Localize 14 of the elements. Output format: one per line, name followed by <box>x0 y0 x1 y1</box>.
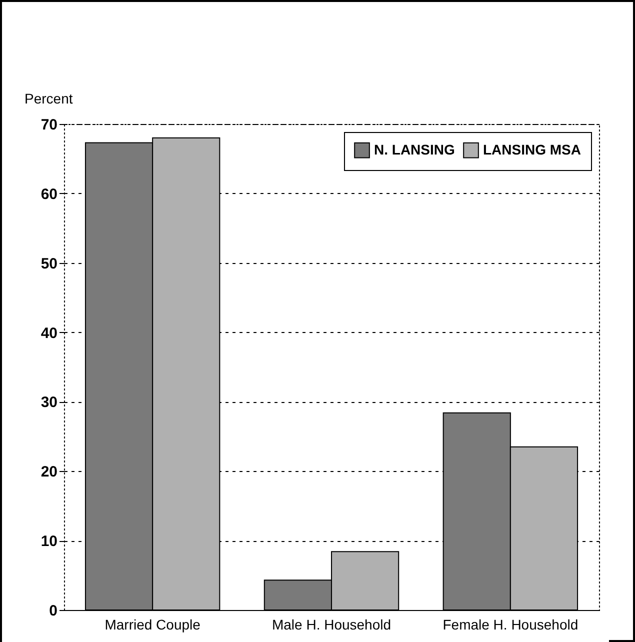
y-tick-label: 60 <box>40 186 58 203</box>
y-tick-label: 50 <box>40 255 58 272</box>
x-tick-label: Married Couple <box>104 616 201 632</box>
y-tick-label: 20 <box>40 464 58 481</box>
legend-label: LANSING MSA <box>483 141 581 158</box>
y-tick-label: 40 <box>40 324 58 342</box>
legend-label: N. LANSING <box>374 141 455 158</box>
y-axis-title: Percent <box>24 90 73 106</box>
y-tick-label: 0 <box>49 602 58 620</box>
x-tick-label: Female H. Household <box>442 616 578 632</box>
y-tick-label: 70 <box>40 116 58 134</box>
y-tick-label: 30 <box>40 394 58 412</box>
y-tick-label: 10 <box>40 533 58 550</box>
x-tick-label: Male H. Household <box>272 616 392 632</box>
